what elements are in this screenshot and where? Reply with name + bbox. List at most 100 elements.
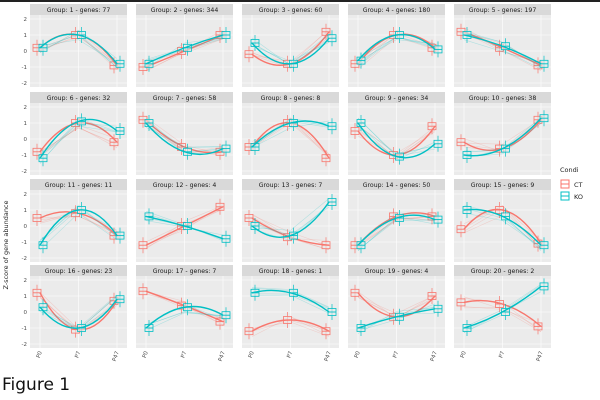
facet-title: Group: 9 - genes: 34 [365,95,429,102]
gene-trend-line [251,203,330,241]
facet-title: Group: 12 - genes: 4 [153,182,217,189]
y-tick-label: -2 [22,81,27,87]
x-tick-label: P47 [536,350,545,362]
facet-title: Group: 8 - genes: 8 [261,95,321,102]
y-tick-label: 2 [24,278,28,284]
gene-trend-line [251,117,330,155]
facet-title: Group: 4 - genes: 180 [363,7,431,14]
facet-title: Group: 19 - genes: 4 [365,268,429,275]
ko-mean-line [357,214,436,246]
gene-trend-line [357,39,436,62]
gene-trend-line [145,205,224,250]
ko-mean-line [463,208,542,246]
facet-strip [30,179,127,190]
ko-mean-line [39,209,118,246]
facet-strip [30,92,127,103]
y-tick-label: 0 [24,49,28,55]
facet-panels: Group: 1 - genes: 77 -2 -1 0 1 2 Group: 2 - ge… [22,4,551,362]
gene-trend-line [145,312,224,331]
gene-trend-line [463,39,542,64]
ko-mean-line [39,33,118,65]
gene-trend-line [39,127,118,153]
facet-panel-6: Group: 6 - genes: 32 -2 -1 0 1 2 [22,92,127,175]
gene-trend-line [39,204,118,242]
facet-strip [348,92,445,103]
gene-trend-line [145,291,224,327]
gene-trend-line [463,212,542,248]
gene-trend-line [39,127,118,153]
figure-caption: Figure 1 [2,375,70,395]
x-tick-label: P7 [180,350,188,359]
ko-mean-line [251,289,330,313]
facet-panel-9: Group: 9 - genes: 34 [348,92,445,175]
y-tick-label: -2 [22,169,27,175]
y-tick-label: 0 [24,310,28,316]
gene-trend-line [39,30,118,65]
facet-panel-18: Group: 18 - genes: 1 P0 P7 P47 [242,265,339,362]
x-tick-label: P47 [324,350,333,362]
facet-strip [136,92,233,103]
facet-title: Group: 1 - genes: 77 [47,7,111,14]
facet-panel-2: Group: 2 - genes: 344 [136,4,233,87]
ct-mean-line [251,319,330,332]
facet-title: Group: 14 - genes: 50 [363,182,431,189]
facet-strip [136,179,233,190]
facet-strip [242,265,339,276]
ko-mean-line [251,37,330,65]
facet-panel-11: Group: 11 - genes: 11 -2 -1 0 1 2 [22,179,127,262]
legend-label-ct: CT [574,181,583,189]
facet-strip [348,179,445,190]
y-tick-label: -2 [22,342,27,348]
y-tick-label: 0 [24,224,28,230]
ko-mean-line [463,34,542,65]
gene-trend-line [251,120,330,148]
x-tick-label: P7 [286,350,294,359]
facet-panel-15: Group: 15 - genes: 9 [454,179,551,262]
y-tick-label: 0 [24,137,28,143]
facet-panel-8: Group: 8 - genes: 8 [242,92,339,175]
legend-label-ko: KO [574,193,583,201]
facet-title: Group: 7 - genes: 58 [153,95,217,102]
x-tick-label: P0 [142,350,150,359]
gene-trend-line [463,32,542,68]
facet-panel-14: Group: 14 - genes: 50 [348,179,445,262]
gene-trend-line [251,34,330,69]
ko-mean-line [39,118,118,159]
y-tick-label: -1 [22,326,27,332]
y-tick-label: -1 [22,65,27,71]
facet-strip [136,265,233,276]
facet-panel-5: Group: 5 - genes: 197 [454,4,551,87]
y-tick-label: -1 [22,240,27,246]
facet-title: Group: 6 - genes: 32 [47,95,111,102]
y-tick-label: 1 [24,294,28,300]
x-tick-label: P7 [74,350,82,359]
facet-panel-13: Group: 13 - genes: 7 [242,179,339,262]
y-axis-label: Z-score of gene abundance [2,200,10,289]
legend-title: Condi [560,166,579,174]
x-tick-label: P0 [354,350,362,359]
gene-trend-line [39,296,118,334]
ko-mean-line [251,201,330,238]
gene-trend-line [145,122,224,148]
facet-title: Group: 11 - genes: 11 [45,182,113,189]
facet-panel-12: Group: 12 - genes: 4 [136,179,233,262]
ko-mean-line [463,285,542,329]
facet-strip [242,4,339,15]
x-tick-label: P0 [248,350,256,359]
facet-title: Group: 3 - genes: 60 [259,7,323,14]
ct-mean-line [463,208,542,244]
ko-mean-line [39,298,118,329]
ko-mean-line [145,305,224,329]
ko-mean-line [463,117,542,157]
y-tick-label: 2 [24,105,28,111]
y-tick-label: -2 [22,256,27,262]
gene-trend-line [463,205,542,250]
facet-title: Group: 20 - genes: 2 [471,268,535,275]
gene-trend-line [463,118,542,145]
facet-strip [242,92,339,103]
facet-panel-7: Group: 7 - genes: 58 [136,92,233,175]
x-tick-label: P0 [460,350,468,359]
gene-trend-line [145,127,224,148]
facet-title: Group: 10 - genes: 38 [469,95,537,102]
ko-mean-line [145,122,224,156]
